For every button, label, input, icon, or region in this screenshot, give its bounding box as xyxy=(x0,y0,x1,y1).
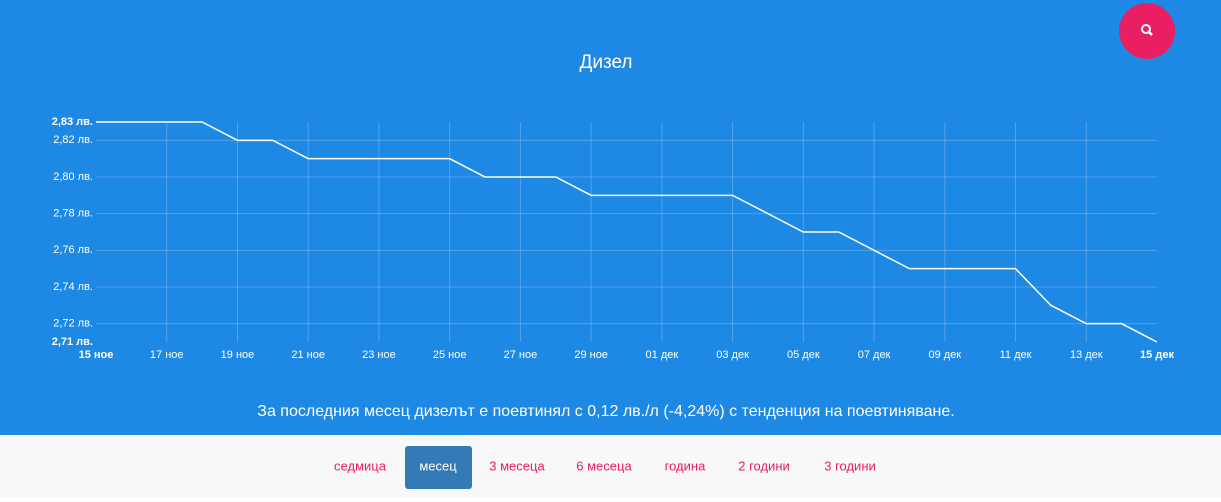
period-button[interactable]: месец xyxy=(419,458,457,473)
summary: За последния месец дизелът е поевтинял с… xyxy=(257,403,954,420)
period-button[interactable]: година xyxy=(665,458,706,473)
x-tick-label: 13 дек xyxy=(1070,349,1103,361)
period-bar xyxy=(0,435,1221,497)
y-tick-label: 2,80 лв. xyxy=(53,171,93,183)
x-tick-label: 15 дек xyxy=(1140,349,1174,361)
search-icon-handle xyxy=(1148,31,1153,36)
x-tick-label: 01 дек xyxy=(646,349,679,361)
y-tick-label: 2,82 лв. xyxy=(53,134,93,146)
y-tick-label: 2,83 лв. xyxy=(52,116,93,128)
x-tick-label: 23 ное xyxy=(362,349,396,361)
search-icon xyxy=(1141,24,1151,34)
y-tick-label: 2,76 лв. xyxy=(53,244,93,256)
x-tick-label: 27 ное xyxy=(504,349,538,361)
search-button[interactable] xyxy=(1119,3,1175,59)
x-tick-label: 19 ное xyxy=(221,349,255,361)
x-tick-label: 15 ное xyxy=(79,349,114,361)
period-button[interactable]: 2 години xyxy=(738,458,790,473)
period-button[interactable]: 3 месеца xyxy=(489,458,545,473)
period-button[interactable]: 3 години xyxy=(824,458,876,473)
x-tick-label: 29 ное xyxy=(574,349,608,361)
period-active xyxy=(405,446,472,489)
chart-title: Дизел xyxy=(579,52,632,73)
y-tick-label: 2,72 лв. xyxy=(53,318,93,330)
y-tick-label: 2,78 лв. xyxy=(53,208,93,220)
x-tick-label: 05 дек xyxy=(787,349,820,361)
x-tick-label: 11 дек xyxy=(1000,349,1032,361)
y-tick-label: 2,71 лв. xyxy=(52,336,93,348)
x-tick-label: 25 ное xyxy=(433,349,467,361)
period-button[interactable]: седмица xyxy=(334,458,387,473)
x-tick-label: 09 дек xyxy=(928,349,961,361)
y-tick-label: 2,74 лв. xyxy=(53,281,93,293)
x-tick-label: 07 дек xyxy=(858,349,891,361)
x-tick-label: 17 ное xyxy=(150,349,184,361)
price-line xyxy=(96,121,1158,343)
header-background xyxy=(0,0,1221,435)
x-tick-label: 21 ное xyxy=(291,349,325,361)
period-button[interactable]: 6 месеца xyxy=(576,458,632,473)
x-tick-label: 03 дек xyxy=(716,349,749,361)
